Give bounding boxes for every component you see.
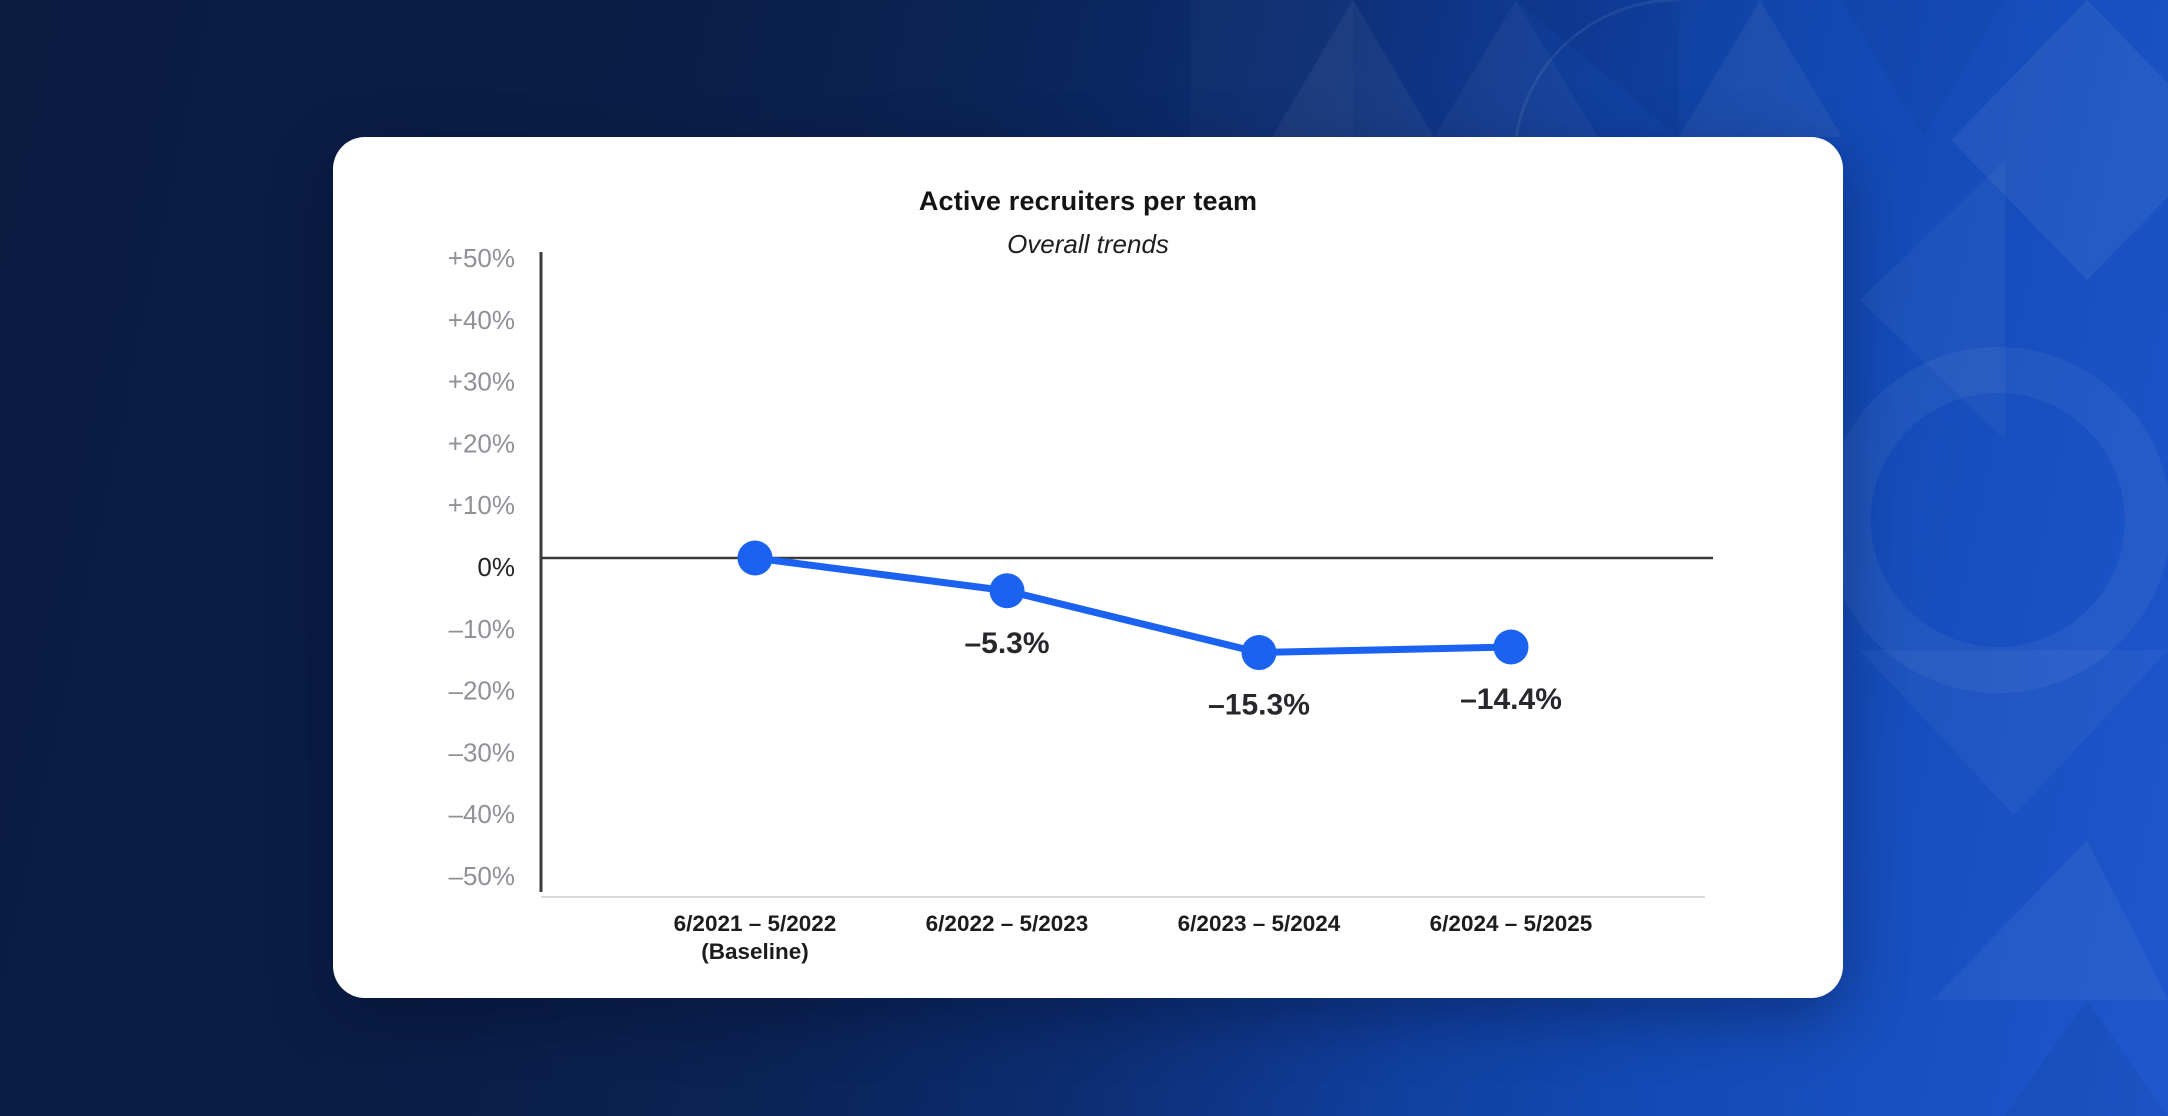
y-tick-label: +20% [448,428,515,458]
y-tick-label: +50% [448,243,515,273]
x-category-label: 6/2022 – 5/2023 [926,911,1089,936]
y-tick-label: –20% [449,676,516,706]
y-tick-label: 0% [477,552,515,582]
y-tick-label: +30% [448,367,515,397]
trend-line [751,554,1515,657]
line-chart: +50% +40% +30% +20% +10% 0% –10% –20% –30% –40% –5… [448,243,1713,964]
y-tick-label: –50% [449,861,516,891]
y-tick-label: –30% [449,737,516,767]
y-tick-label: –10% [449,614,516,644]
y-tick-label: +40% [448,305,515,335]
point-value-label: –14.4% [1460,683,1562,716]
data-point-1 [737,540,773,576]
y-tick-label: –40% [449,799,516,829]
chart-subtitle: Overall trends [1007,229,1169,259]
x-category-label: 6/2021 – 5/2022 [674,911,837,936]
data-point-4 [1493,629,1529,665]
x-category-sublabel: (Baseline) [701,939,809,964]
data-point-3 [1241,635,1277,671]
y-tick-label: +10% [448,490,515,520]
data-point-2 [989,573,1025,609]
point-value-label: –15.3% [1208,689,1310,722]
point-value-label: –5.3% [964,627,1049,660]
chart-card: Active recruiters per team Overall trend… [333,137,1843,998]
x-category-label: 6/2024 – 5/2025 [1430,911,1593,936]
x-category-label: 6/2023 – 5/2024 [1178,911,1341,936]
chart-title: Active recruiters per team [918,186,1258,216]
